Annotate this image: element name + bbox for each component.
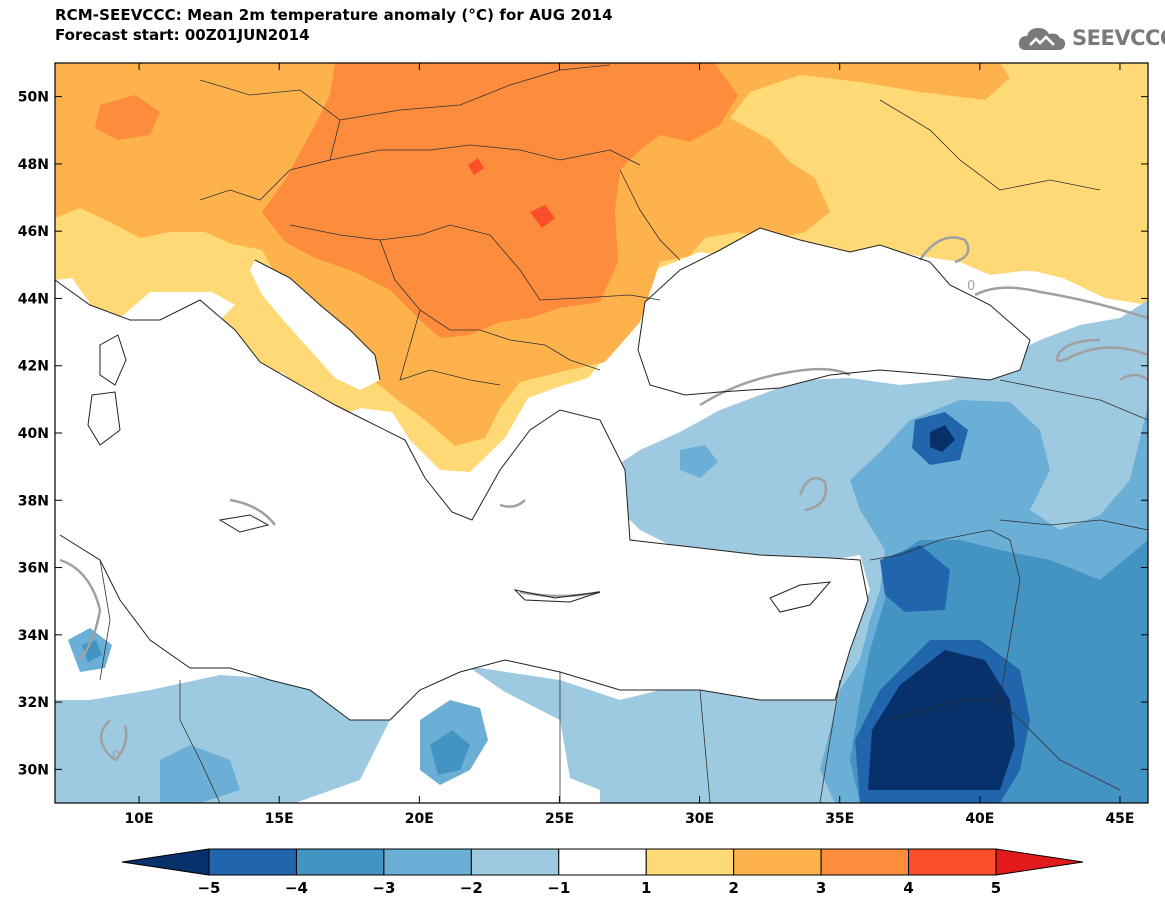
colorbar-label: −4	[285, 879, 308, 897]
black-sea	[638, 228, 1030, 395]
y-tick-label: 32N	[18, 695, 49, 711]
mediterranean-sea	[55, 280, 868, 720]
y-tick-label: 30N	[18, 762, 49, 778]
anomaly-4-5	[530, 205, 555, 228]
colorbar-bin	[558, 848, 647, 876]
contour-label: 0	[112, 749, 120, 764]
map-title: RCM-SEEVCCC: Mean 2m temperature anomaly…	[55, 6, 613, 24]
x-tick-label: 20E	[405, 811, 434, 827]
y-tick-label: 44N	[18, 291, 49, 307]
colorbar-bin	[383, 848, 472, 876]
colorbar-label: 2	[728, 879, 738, 897]
x-axis: 10E 15E 20E 25E 30E 35E 40E 45E	[125, 63, 1134, 827]
country-borders	[99, 64, 1148, 803]
anomaly-m2-m3-egypt	[160, 745, 240, 803]
anomaly-3-4-west	[95, 95, 160, 140]
colorbar-bin	[208, 848, 297, 876]
y-tick-label: 34N	[18, 628, 49, 644]
y-tick-label: 40N	[18, 426, 49, 442]
y-tick-label: 38N	[18, 493, 49, 509]
colorbar-label: 3	[816, 879, 826, 897]
colorbar-label: 5	[991, 879, 1001, 897]
y-tick-label: 36N	[18, 561, 49, 577]
anomaly-lt-m5	[868, 650, 1015, 790]
colorbar-label: −5	[197, 879, 220, 897]
y-tick-label: 50N	[18, 90, 49, 106]
anomaly-m4-m5-east	[880, 545, 950, 612]
y-tick-label: 48N	[18, 157, 49, 173]
y-tick-label: 42N	[18, 359, 49, 375]
x-tick-label: 15E	[265, 811, 294, 827]
anomaly-3-4	[262, 63, 738, 338]
anomaly-m2-m3-turkey	[680, 445, 718, 478]
colorbar-min-arrow	[121, 848, 210, 876]
colorbar-label: −1	[547, 879, 570, 897]
anomaly-m3-m4-libya	[430, 730, 470, 775]
y-tick-label: 46N	[18, 224, 49, 240]
seevccc-logo: SEEVCCC	[1016, 20, 1165, 56]
anomaly-warm-east	[990, 210, 1148, 305]
contour-label: 0	[967, 279, 975, 294]
x-tick-label: 10E	[125, 811, 154, 827]
colorbar-bin	[733, 848, 822, 876]
colorbar-label: 4	[903, 879, 913, 897]
colorbar-bin	[470, 848, 560, 876]
y-axis: 50N 48N 46N 44N 42N 40N 38N 36N 34N 32N 30N	[18, 90, 1148, 778]
colorbar-label: 1	[641, 879, 651, 897]
colorbar-bin	[908, 848, 997, 876]
x-tick-label: 40E	[965, 811, 994, 827]
cloud-icon	[1018, 28, 1066, 50]
x-tick-label: 45E	[1105, 811, 1134, 827]
colorbar-label: −3	[372, 879, 395, 897]
colorbar: −5 −4 −3 −2 −1 1 2 3 4 5	[121, 848, 1084, 897]
colorbar-label: −2	[460, 879, 483, 897]
logo-text: SEEVCCC	[1072, 26, 1165, 50]
coastlines	[55, 227, 1031, 721]
colorbar-max-arrow	[995, 848, 1084, 876]
colorbar-bin	[645, 848, 735, 876]
anomaly-4-5-b	[468, 158, 484, 175]
x-tick-label: 30E	[685, 811, 714, 827]
anomaly-lt-m5-turkey	[930, 425, 955, 452]
colorbar-bin	[295, 848, 385, 876]
colorbar-bin	[820, 848, 910, 876]
x-tick-label: 25E	[545, 811, 574, 827]
x-tick-label: 35E	[825, 811, 854, 827]
anomaly-field	[55, 63, 1148, 803]
forecast-start: Forecast start: 00Z01JUN2014	[55, 26, 310, 44]
adriatic-sea	[250, 260, 380, 390]
anomaly-m3-m4-tunisia	[82, 640, 102, 662]
